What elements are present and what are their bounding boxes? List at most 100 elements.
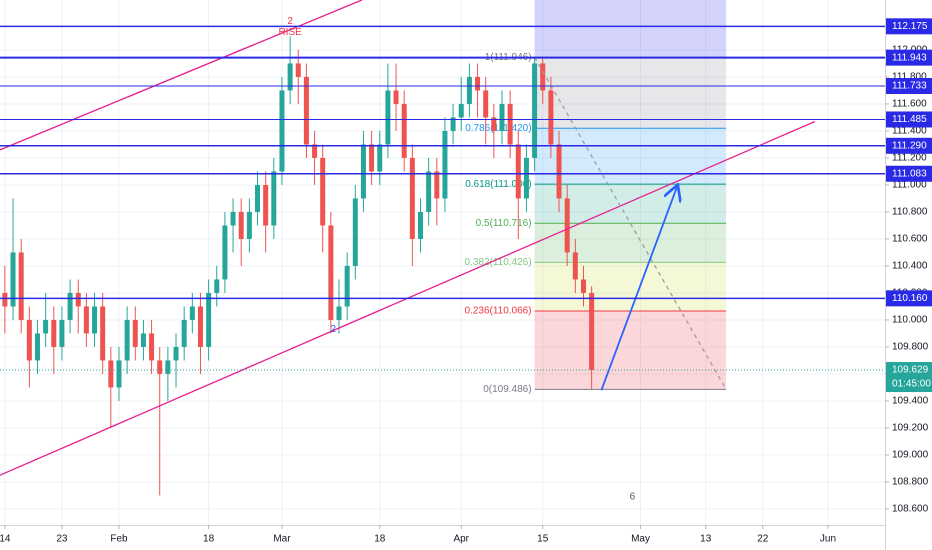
level-tag	[886, 77, 932, 94]
candle-body	[580, 279, 586, 293]
candle-body	[157, 360, 163, 374]
annotation: 2	[331, 324, 337, 335]
fib-zone	[534, 128, 727, 185]
candle-body	[140, 333, 146, 347]
y-tick-label: 108.800	[892, 477, 929, 488]
y-tick-label: 108.600	[892, 504, 929, 515]
x-tick-label: 18	[203, 534, 215, 545]
fib-zone	[534, 223, 727, 263]
y-tick-label: 111.800	[892, 72, 927, 83]
candle-body	[548, 90, 554, 145]
level-tag	[886, 49, 932, 66]
x-tick-label: Jun	[820, 534, 836, 545]
candle-body	[523, 157, 529, 199]
candle-body	[409, 157, 415, 239]
y-tick-label: 109.000	[892, 450, 929, 461]
candle-body	[312, 144, 318, 158]
candle-body	[100, 306, 106, 361]
y-tick-label: 109.400	[892, 396, 929, 407]
candle-body	[499, 103, 505, 131]
candle-body	[540, 63, 546, 91]
candle-body	[132, 319, 138, 347]
candle-body	[564, 198, 570, 253]
fib-label: 0.618(111.006)	[465, 179, 531, 190]
fib-zone	[534, 184, 727, 224]
level-label: 111.290	[892, 140, 927, 151]
current-price-label: 109.629	[892, 365, 929, 376]
x-tick-label: 18	[374, 534, 386, 545]
x-tick-label: 13	[700, 534, 712, 545]
candle-body	[303, 76, 309, 145]
fib-zone	[534, 57, 727, 129]
candle-body	[295, 63, 301, 77]
candle-body	[385, 90, 391, 145]
y-tick-label: 109.200	[892, 423, 929, 434]
y-tick-label: 110.600	[892, 234, 928, 245]
candle-body	[181, 319, 187, 347]
candle-body	[320, 157, 326, 226]
y-tick-label: 111.000	[892, 180, 927, 191]
level-label: 111.943	[892, 52, 927, 63]
candle-body	[67, 292, 73, 320]
level-label: 112.175	[892, 21, 928, 32]
level-label: 110.160	[892, 293, 928, 304]
candle-body	[10, 252, 16, 307]
candle-body	[352, 198, 358, 266]
candle-body	[214, 279, 220, 293]
fib-zone	[534, 0, 727, 58]
x-tick-label: May	[631, 534, 650, 545]
candle-body	[475, 76, 481, 91]
fib-label: 0.382(110.426)	[464, 257, 531, 268]
x-tick-label: Mar	[273, 534, 291, 545]
y-tick-label: 110.800	[892, 207, 928, 218]
candle-body	[189, 306, 195, 320]
candle-body	[336, 306, 342, 320]
fib-label: 0.786(111.420)	[465, 123, 531, 134]
x-tick-label: 15	[537, 534, 549, 545]
x-tick-label: 22	[757, 534, 769, 545]
candle-body	[75, 292, 81, 307]
candle-body	[515, 144, 521, 199]
candle-body	[279, 90, 285, 172]
candle-body	[401, 103, 407, 158]
candle-body	[263, 184, 269, 226]
level-label: 111.733	[892, 81, 927, 92]
candle-body	[206, 292, 212, 347]
x-tick-label: Apr	[453, 534, 469, 545]
candle-body	[442, 130, 448, 199]
candle-body	[197, 306, 203, 347]
x-tick-label: Feb	[110, 534, 128, 545]
fib-zone	[534, 262, 727, 312]
candle-body	[116, 360, 122, 388]
candle-body	[124, 319, 130, 361]
candle-body	[458, 103, 464, 118]
candle-body	[43, 319, 49, 334]
candle-body	[426, 171, 432, 212]
candle-body	[108, 360, 114, 388]
candle-body	[491, 117, 497, 131]
candle-body	[287, 63, 293, 91]
candle-body	[59, 319, 65, 347]
candle-body	[271, 171, 277, 226]
candle-body	[165, 360, 171, 374]
candle-body	[589, 292, 595, 371]
y-tick-label: 111.600	[892, 99, 927, 110]
level-label: 111.485	[892, 114, 927, 125]
trend-line	[0, 0, 363, 151]
candle-body	[507, 103, 513, 145]
fib-label: 0(109.486)	[483, 384, 531, 395]
candle-body	[18, 252, 24, 320]
y-tick-label: 111.400	[892, 126, 927, 137]
candle-body	[344, 265, 350, 307]
fib-label: 0.236(110.066)	[464, 306, 531, 317]
countdown-label: 01:45:00	[892, 379, 931, 390]
level-tag	[886, 111, 932, 128]
candle-body	[149, 333, 155, 361]
level-label: 111.083	[892, 168, 927, 179]
candle-body	[2, 292, 8, 307]
x-tick-label: 23	[56, 534, 68, 545]
candle-body	[556, 144, 562, 199]
